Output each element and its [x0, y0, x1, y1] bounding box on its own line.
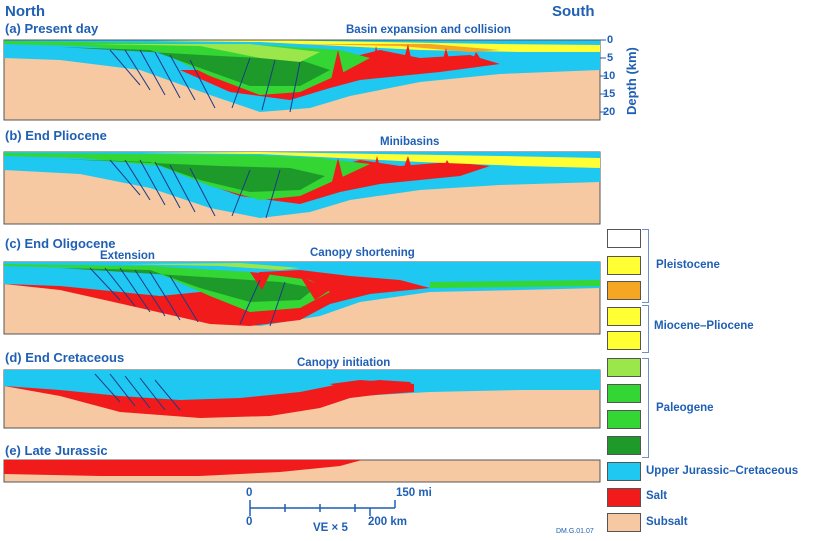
legend-label-subsalt: Subsalt: [646, 516, 688, 528]
scale-ve: VE × 5: [313, 522, 348, 534]
legend-bracket: [642, 358, 649, 458]
legend-swatch-yellow: [607, 331, 641, 350]
scale-top-start: 0: [246, 487, 253, 499]
legend-swatch-green: [607, 410, 641, 429]
panel-e-title: (e) Late Jurassic: [5, 443, 108, 458]
legend-bracket: [642, 305, 649, 353]
legend-swatch-green: [607, 384, 641, 403]
legend-swatch-white: [607, 229, 641, 248]
scale-top-end: 150 mi: [396, 487, 432, 499]
panel-e-section: [3, 459, 601, 483]
legend-label-upper-jurassic-cretaceous: Upper Jurassic–Cretaceous: [646, 465, 799, 477]
depth-tick: 20: [603, 106, 616, 118]
panel-a-section: [3, 39, 601, 121]
panel-c-section: [3, 261, 601, 335]
legend-swatch-dark-green: [607, 436, 641, 455]
scale-bottom-end: 200 km: [368, 516, 408, 528]
legend-swatch-yellow: [607, 307, 641, 326]
panel-d-annotation: Canopy initiation: [297, 357, 391, 369]
legend-label-pleistocene: Pleistocene: [656, 259, 720, 271]
depth-axis-ticks: [600, 39, 606, 113]
scale-bottom-start: 0: [246, 516, 253, 528]
panel-d-title: (d) End Cretaceous: [5, 350, 125, 365]
north-label: North: [5, 3, 45, 20]
legend-label-paleogene: Paleogene: [656, 402, 714, 414]
depth-axis-title: Depth (km): [624, 47, 639, 115]
depth-tick: 5: [607, 52, 614, 64]
legend-swatch-subsalt: [607, 513, 641, 532]
figure-credit: DM.G.01.07: [556, 528, 594, 535]
legend-swatch-blue: [607, 462, 641, 481]
panel-b-title: (b) End Pliocene: [5, 128, 107, 143]
panel-a-title: (a) Present day: [5, 21, 99, 36]
south-label: South: [552, 3, 595, 20]
scale-bar: [249, 500, 396, 516]
legend-bracket: [642, 229, 649, 303]
legend-swatch-salt: [607, 488, 641, 507]
panel-c-annotation-extension: Extension: [100, 250, 155, 262]
depth-tick: 10: [603, 70, 616, 82]
depth-tick: 0: [607, 34, 614, 46]
legend-label-miocene-pliocene: Miocene–Pliocene: [654, 320, 754, 332]
panel-c-title: (c) End Oligocene: [5, 236, 116, 251]
panel-b-section: [3, 151, 601, 225]
legend-swatch-light-green: [607, 358, 641, 377]
legend-label-salt: Salt: [646, 490, 668, 502]
depth-tick: 15: [603, 88, 616, 100]
legend-swatch-yellow: [607, 256, 641, 275]
legend-swatch-orange: [607, 281, 641, 300]
panel-d-section: [3, 369, 601, 429]
panel-a-annotation: Basin expansion and collision: [346, 24, 511, 36]
panel-c-annotation-canopy: Canopy shortening: [310, 247, 415, 259]
panel-b-annotation: Minibasins: [380, 136, 440, 148]
